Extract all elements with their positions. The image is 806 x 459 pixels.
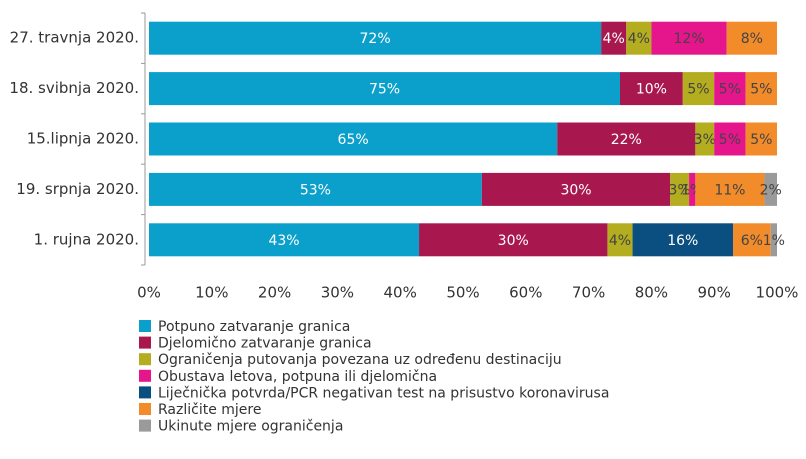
bar-segment (689, 172, 696, 206)
bar-segment (745, 122, 777, 156)
data-label: 5% (750, 82, 772, 98)
bar-segment (764, 172, 777, 206)
legend-swatch (139, 353, 151, 366)
legend-swatch (139, 369, 151, 382)
data-label: 3% (694, 132, 716, 148)
legend-label: Ograničenja putovanja povezana uz određe… (158, 352, 562, 368)
x-tick-label: 10% (195, 284, 228, 302)
data-label: 1% (763, 233, 785, 249)
x-tick-label: 90% (698, 284, 731, 302)
data-label: 5% (750, 132, 772, 148)
data-label: 10% (636, 82, 667, 98)
data-label: 5% (687, 82, 709, 98)
legend-swatch (139, 403, 151, 415)
x-tick-label: 60% (509, 284, 542, 302)
data-label: 5% (719, 82, 741, 98)
bar-segment (770, 223, 777, 257)
bar-segment (632, 223, 734, 257)
bar-segment (149, 223, 420, 257)
legend-label: Obustava letova, potpuna ili djelomična (158, 369, 437, 385)
bar-segment (733, 223, 771, 257)
y-tick-label: 15.lipnja 2020. (27, 130, 139, 148)
x-tick-label: 0% (137, 284, 161, 302)
x-tick-label: 50% (446, 284, 479, 302)
data-label: 65% (338, 132, 369, 148)
data-label: 43% (268, 233, 299, 249)
bar-segment (149, 122, 558, 156)
bar-segment (557, 122, 696, 156)
legend-swatch (139, 336, 151, 349)
data-label: 3% (669, 182, 691, 198)
x-tick-label: 70% (572, 284, 605, 302)
bar-segment (695, 172, 765, 206)
legend-swatch (139, 386, 151, 399)
data-label: 30% (560, 182, 591, 198)
bar-segment (714, 72, 746, 106)
data-label: 16% (667, 233, 698, 249)
bar-segment (682, 72, 715, 106)
bar-segment (419, 223, 608, 257)
bar-segment (726, 21, 777, 55)
data-label: 6% (741, 233, 763, 249)
bar-segment (149, 21, 602, 55)
legend-label: Različite mjere (158, 402, 261, 418)
bar-segment (149, 172, 482, 206)
x-tick-label: 80% (635, 284, 668, 302)
x-tick-label: 30% (321, 284, 354, 302)
legend-label: Djelomično zatvaranje granica (158, 336, 372, 352)
bar-segment (607, 223, 633, 257)
y-tick-label: 19. srpnja 2020. (16, 180, 139, 198)
bar-segment (695, 122, 715, 156)
bar-segment (714, 122, 746, 156)
bar-segment (670, 172, 690, 206)
data-label: 75% (369, 82, 400, 98)
data-label: 2% (760, 182, 782, 198)
bar-segment (651, 21, 727, 55)
x-tick-label: 40% (384, 284, 417, 302)
data-label: 4% (628, 31, 650, 47)
data-label: 12% (674, 31, 705, 47)
data-label: 8% (741, 31, 763, 47)
y-tick-label: 1. rujna 2020. (34, 230, 139, 248)
x-tick-label: 20% (258, 284, 291, 302)
data-label: 30% (498, 233, 529, 249)
legend-swatch (139, 419, 151, 432)
bar-segment (620, 72, 683, 106)
data-label: 4% (603, 31, 625, 47)
bar-segment (149, 72, 620, 106)
y-tick-label: 27. travnja 2020. (10, 29, 139, 47)
legend-label: Liječnička potvrda/PCR negativan test na… (158, 385, 609, 401)
data-label: 11% (714, 182, 745, 198)
y-tick-label: 18. svibnja 2020. (9, 79, 139, 97)
legend-label: Potpuno zatvaranje granica (158, 319, 350, 335)
legend-swatch (139, 320, 151, 332)
bar-segment (481, 172, 671, 206)
legend-label: Ukinute mjere ograničenja (158, 419, 343, 435)
data-label: 72% (360, 31, 391, 47)
x-tick-label: 100% (756, 284, 799, 302)
data-label: 53% (300, 182, 331, 198)
data-label: 22% (611, 132, 642, 148)
data-label: 4% (609, 233, 631, 249)
bar-segment (626, 21, 652, 55)
bar-segment (601, 21, 627, 55)
bar-segment (745, 72, 777, 106)
data-label: 5% (719, 132, 741, 148)
